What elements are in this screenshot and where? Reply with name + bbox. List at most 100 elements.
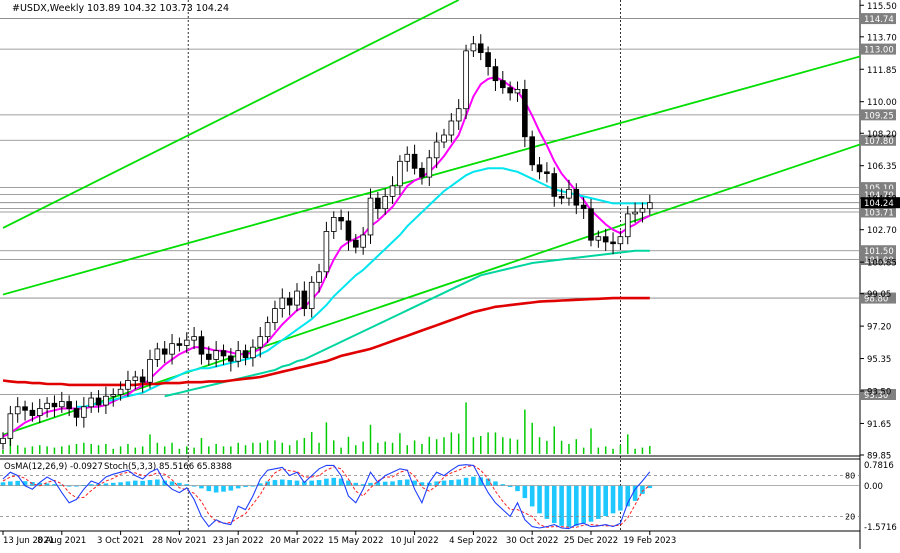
candle-down [573,188,580,206]
candle-up [308,281,315,309]
candle-up [14,406,21,415]
osma-bar [463,477,469,486]
y-tick-label: 106.35 [867,162,897,172]
candle-up [448,120,455,136]
osma-bar [434,481,439,486]
candle-up [103,395,109,406]
osma-bar [309,480,314,486]
x-tick-label: 25 Dec 2022 [564,536,618,546]
level-tag [861,134,896,146]
osma-bar [280,479,285,486]
candle-up [279,297,286,309]
candle-up [110,394,117,397]
candle-down [485,52,491,68]
volume-histogram [2,402,651,454]
candle-up [433,141,440,159]
osma-bar [353,482,359,486]
candle-up [88,397,95,408]
level-tag [861,109,896,121]
candle-down [610,241,616,245]
osma-bar [302,481,307,486]
stoch-signal-line [2,464,651,528]
candle-down [477,43,484,54]
y-tick-label: 110.00 [867,98,897,108]
y-tick-label: 111.85 [867,66,897,76]
candle-up [183,339,190,346]
osma-bar [368,482,373,486]
stoch-main-line [2,464,651,530]
osma-bar [471,476,476,486]
osma-bar [184,484,190,486]
candle-up [455,108,462,122]
candle-up [59,401,65,408]
level-tag-label: 101.50 [864,247,894,257]
osma-bar [228,485,234,491]
osma-label: OsMA(12,26,9) -0.0927 [4,462,103,472]
candle-up [639,208,646,213]
candle-up [125,380,131,390]
candle-down [522,89,528,138]
candle-up [397,160,403,187]
level-tag-label: 93.30 [864,391,888,401]
candle-down [198,336,205,355]
osma-bar [640,485,645,494]
osma-bar [125,481,131,486]
level-tag [861,206,896,218]
level-tag [861,292,896,304]
osma-bar [331,477,337,486]
current-price-tag [861,197,900,209]
osma-bar [8,481,13,486]
osma-bar [235,485,241,489]
osma-bar [110,482,116,486]
osma-bar [272,480,278,486]
candle-up [44,402,50,409]
osma-bar [610,485,616,514]
level-tag [861,43,896,55]
level-tag-label: 114.74 [864,15,894,25]
y-tick-label: 97.20 [867,323,891,333]
y-tick-label: 102.70 [867,226,897,236]
candle-up [367,197,374,236]
osma-bar [133,480,138,486]
stoch-tick-label: 80 [845,472,855,481]
osma-bar [647,485,653,489]
candle-down [419,167,425,178]
candle-up [117,388,124,395]
candle-down [286,297,293,306]
level-tag-label: 103.71 [864,208,894,218]
level-tag [861,245,896,257]
osma-bar [419,482,425,486]
candle-down [499,80,506,89]
osma-bar [625,485,631,507]
osma-bar [103,483,109,486]
y-tick-label: 93.50 [867,388,891,398]
osma-bar [632,485,638,501]
y-tick-label: 113.70 [867,33,897,43]
osma-bar [596,485,601,519]
x-tick-label: 13 Jun 2021 [3,536,54,546]
candle-up [36,408,43,416]
candle-up [257,336,264,348]
osma-bar [243,485,248,487]
candle-up [0,437,6,445]
x-tick-label: 8 Aug 2021 [37,536,86,546]
candle-up [132,376,139,381]
osma-bar [169,481,175,486]
x-tick-label: 3 Oct 2021 [97,536,144,546]
candle-down [507,87,513,94]
candle-up [595,236,602,241]
candle-down [242,350,249,359]
candle-up [360,234,366,248]
osma-bar [15,480,20,486]
candle-down [66,401,72,409]
osma-bar [559,485,564,526]
osma-bar [338,478,344,486]
indicator-pane [0,464,860,530]
level-tag-label: 113.00 [864,46,894,56]
osma-bar [88,484,94,486]
candle-down [588,208,594,241]
osma-bar [324,478,329,486]
osma-bar [404,479,410,486]
